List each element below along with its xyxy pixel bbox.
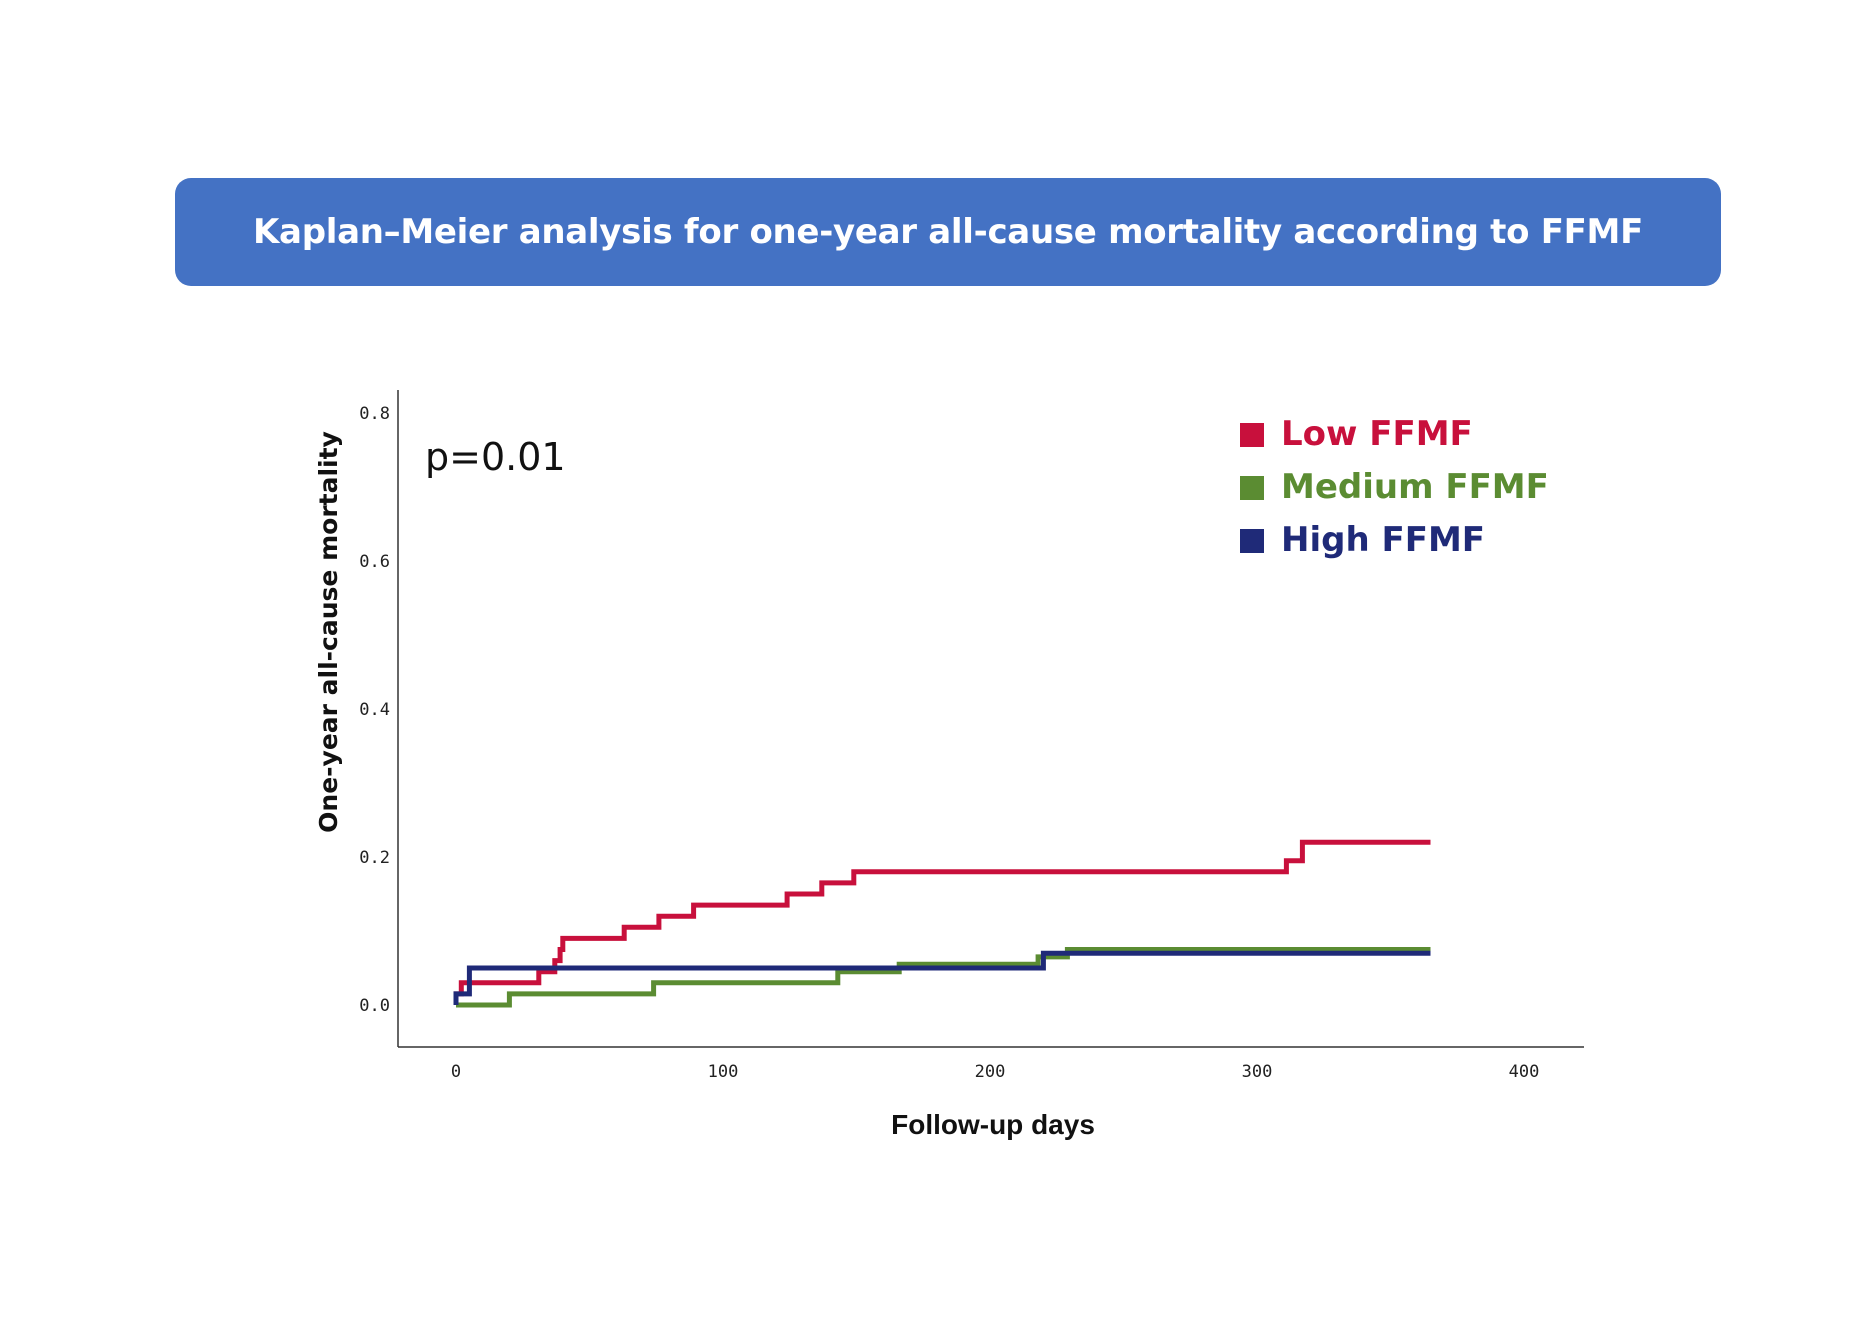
- axis-labels: One-year all-cause mortality Follow-up d…: [314, 431, 1095, 1140]
- x-tick-label: 300: [1242, 1062, 1273, 1082]
- series-line-high-ffmf: [453, 950, 1431, 1005]
- y-tick-label: 0.4: [359, 700, 390, 720]
- y-tick-label: 0.6: [359, 552, 390, 572]
- p-value-annotation: p=0.01: [425, 435, 566, 479]
- legend-label: High FFMF: [1281, 520, 1485, 560]
- y-tick-label: 0.2: [359, 848, 390, 868]
- legend: Low FFMF Medium FFMF High FFMF: [1240, 414, 1549, 560]
- series-lines: [453, 839, 1431, 1008]
- y-tick-label: 0.0: [359, 996, 390, 1016]
- x-tick-label: 0: [451, 1062, 461, 1082]
- title-banner: Kaplan–Meier analysis for one-year all-c…: [175, 178, 1721, 286]
- legend-label: Medium FFMF: [1281, 467, 1549, 507]
- legend-swatch: [1240, 529, 1264, 553]
- chart-title: Kaplan–Meier analysis for one-year all-c…: [253, 212, 1643, 252]
- axes: 0.0 0.2 0.4 0.6 0.8 0 100 200 300 400: [359, 390, 1584, 1082]
- x-tick-label: 400: [1509, 1062, 1540, 1082]
- legend-label: Low FFMF: [1281, 414, 1473, 454]
- series-line-medium-ffmf: [456, 947, 1431, 1008]
- y-axis-label: One-year all-cause mortality: [314, 431, 343, 833]
- legend-swatch: [1240, 423, 1264, 447]
- x-axis-label: Follow-up days: [891, 1109, 1095, 1140]
- y-tick-label: 0.8: [359, 404, 390, 424]
- x-tick-label: 200: [975, 1062, 1006, 1082]
- legend-swatch: [1240, 476, 1264, 500]
- x-tick-label: 100: [708, 1062, 739, 1082]
- series-line-low-ffmf: [453, 839, 1431, 1005]
